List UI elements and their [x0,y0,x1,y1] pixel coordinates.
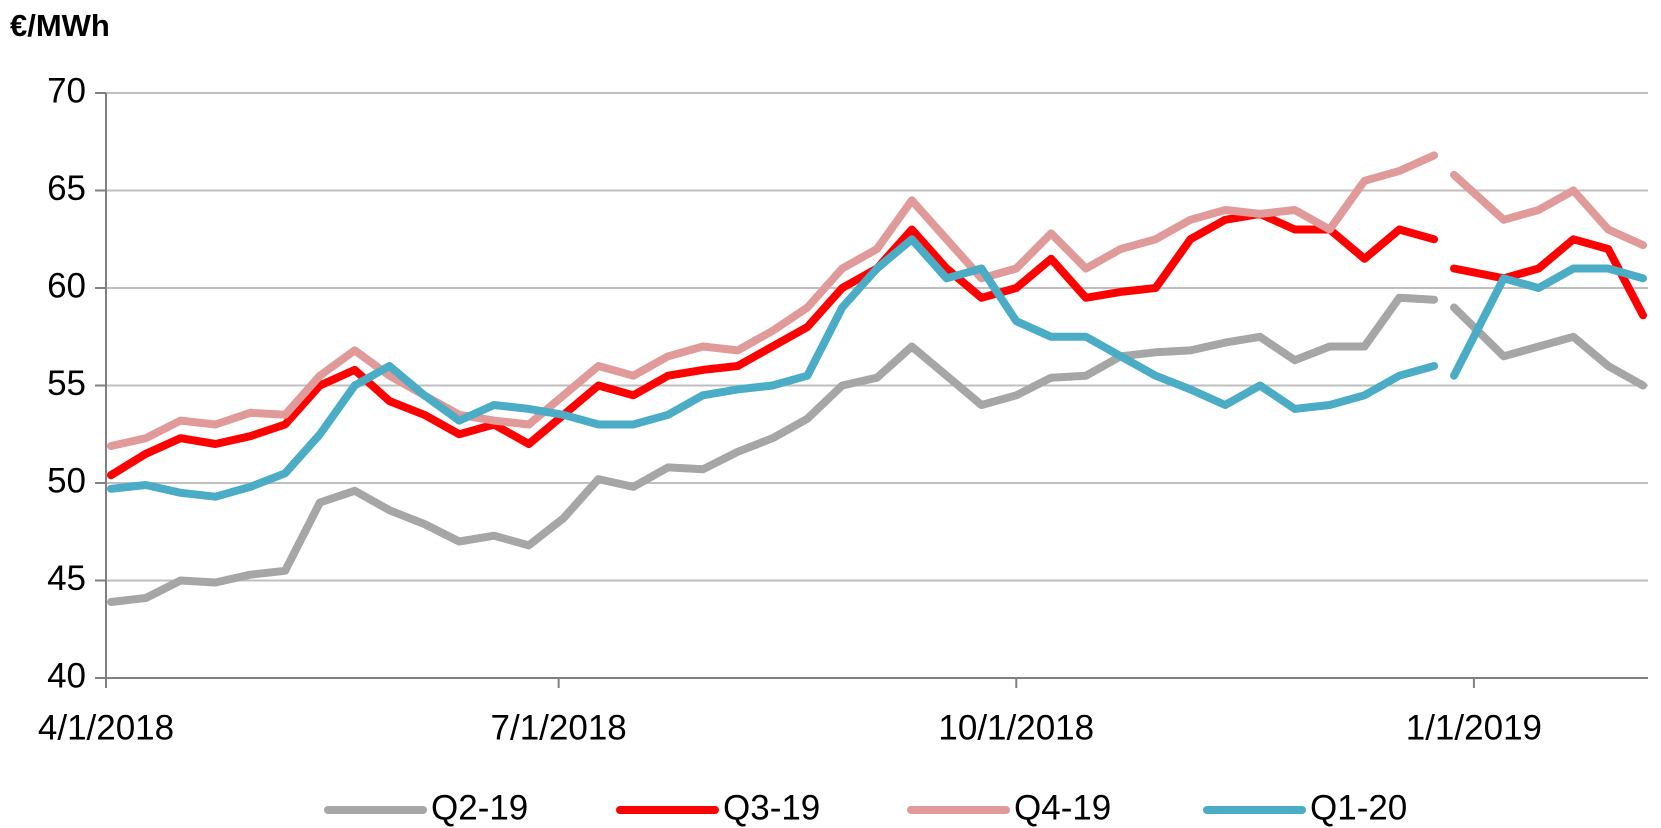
legend-label: Q4-19 [1014,788,1111,827]
y-axis-label: €/MWh [10,8,110,43]
series-line [107,293,1647,606]
legend-label: Q3-19 [723,788,820,827]
series-line [107,151,1647,450]
y-tick-label: 40 [47,656,86,695]
legend-label: Q2-19 [431,788,528,827]
y-tick-label: 65 [47,169,86,208]
x-tick-label: 10/1/2018 [938,708,1094,747]
y-tick-label: 45 [47,559,86,598]
y-tick-label: 50 [47,461,86,500]
series-line [107,209,1647,480]
y-tick-label: 60 [47,266,86,305]
y-tick-label: 70 [47,71,86,110]
x-tick-label: 7/1/2018 [491,708,627,747]
series-line [107,235,1647,501]
x-tick-label: 4/1/2018 [38,708,174,747]
legend-label: Q1-20 [1310,788,1407,827]
y-tick-label: 55 [47,364,86,403]
x-tick-label: 1/1/2019 [1406,708,1542,747]
